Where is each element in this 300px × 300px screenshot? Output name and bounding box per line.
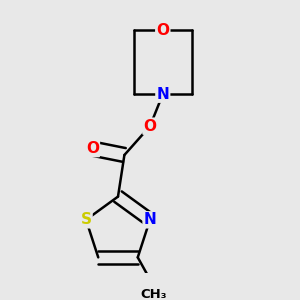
Text: O: O [143,119,157,134]
Text: O: O [86,141,99,156]
Text: S: S [80,212,92,227]
Text: N: N [156,87,169,102]
Text: O: O [156,23,169,38]
Text: CH₃: CH₃ [140,288,167,300]
Text: N: N [144,212,156,227]
